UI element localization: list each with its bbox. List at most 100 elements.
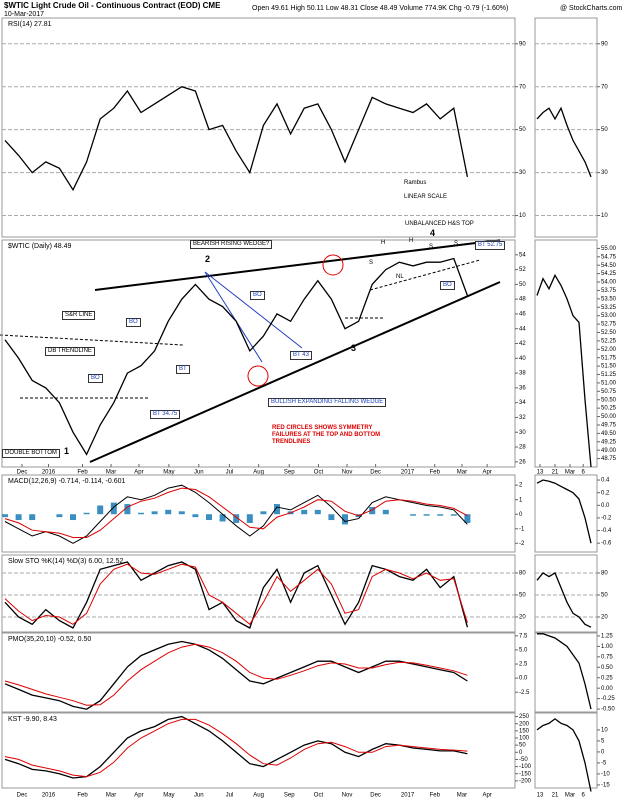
histogram-bar <box>423 514 430 516</box>
histogram-bar <box>56 514 63 518</box>
annotation: RED CIRCLES SHOWS SYMMETRY FAILURES AT T… <box>272 425 381 445</box>
histogram-bar <box>382 509 389 515</box>
x-tick-label: Jul <box>226 470 234 476</box>
y-tick-label: 53.50 <box>601 296 617 302</box>
annotation: BT 43 <box>290 351 312 360</box>
y-tick-label: 0.0 <box>519 676 528 682</box>
y-tick-label: -5 <box>601 761 607 767</box>
y-tick-label: 70 <box>601 84 608 90</box>
histogram-bar <box>138 512 144 515</box>
x-tick-label: Sep <box>284 793 295 799</box>
annotation: UNBALANCED H&S TOP <box>405 221 474 227</box>
annotation: BT 52.75 <box>475 241 506 250</box>
x-tick-label: Oct <box>314 470 324 476</box>
annotation: S&R LINE <box>62 311 96 320</box>
histogram-bar <box>2 514 8 518</box>
x-tick-label: Feb <box>430 470 441 476</box>
y-tick-label: 54.50 <box>601 263 617 269</box>
histogram-bar <box>15 514 22 521</box>
series-line <box>4 487 468 538</box>
panel-title: $WTIC (Daily) 48.49 <box>8 243 72 250</box>
y-tick-label: 2 <box>519 483 523 489</box>
y-tick-label: 80 <box>601 571 608 577</box>
y-tick-label: 51.25 <box>601 372 617 378</box>
y-tick-label: 54 <box>519 252 526 258</box>
y-tick-label: 52 <box>519 267 526 273</box>
y-tick-label: 100 <box>519 736 530 742</box>
series-line <box>4 484 468 544</box>
x-tick-label: Feb <box>430 793 441 799</box>
histogram-bar <box>219 514 226 522</box>
series-line <box>4 563 468 626</box>
annotation: BO <box>250 291 265 300</box>
y-tick-label: 51.50 <box>601 364 617 370</box>
y-tick-label: 0.4 <box>601 478 610 484</box>
y-tick-label: 0.00 <box>601 686 613 692</box>
y-tick-label: 49.25 <box>601 439 617 445</box>
annotation: 1 <box>64 446 70 456</box>
x-tick-label: Mar <box>565 793 575 799</box>
x-tick-label: Apr <box>482 470 491 476</box>
y-tick-label: -0.2 <box>601 515 612 521</box>
y-tick-label: 48.75 <box>601 456 617 462</box>
x-tick-label: Mar <box>106 470 116 476</box>
series-line <box>536 273 592 468</box>
histogram-bar <box>206 514 212 521</box>
histogram-bar <box>83 512 90 515</box>
y-tick-label: 80 <box>519 571 526 577</box>
series-line <box>4 643 468 706</box>
y-tick-label: -2 <box>519 541 525 547</box>
histogram-bar <box>233 514 240 523</box>
y-tick-label: 10 <box>601 728 608 734</box>
y-tick-label: 90 <box>519 41 526 47</box>
annotation: S <box>369 260 374 266</box>
y-tick-label: 0.0 <box>601 503 610 509</box>
y-tick-label: 53.00 <box>601 313 617 319</box>
x-tick-label: Mar <box>106 793 116 799</box>
y-tick-label: 49.50 <box>601 431 617 437</box>
x-tick-label: Feb <box>77 470 88 476</box>
x-tick-label: Dec <box>370 470 381 476</box>
y-tick-label: 30 <box>519 170 526 176</box>
series-line <box>537 633 592 710</box>
series-line <box>4 85 469 192</box>
x-tick-label: Jun <box>194 470 204 476</box>
y-tick-label: 20 <box>601 615 608 621</box>
y-tick-label: 5 <box>601 739 605 745</box>
y-tick-label: 0.50 <box>601 665 613 671</box>
y-tick-label: 50 <box>601 127 608 133</box>
y-tick-label: 55.00 <box>601 246 617 252</box>
y-tick-label: 10 <box>519 213 526 219</box>
y-tick-label: 42 <box>519 341 526 347</box>
y-tick-label: 52.00 <box>601 347 617 353</box>
y-tick-label: 28 <box>519 445 526 451</box>
y-tick-label: 44 <box>519 326 526 332</box>
series-line <box>536 479 592 544</box>
histogram-bar <box>464 514 471 523</box>
x-tick-label: Jul <box>226 793 234 799</box>
x-tick-label: Apr <box>482 793 491 799</box>
annotation: 3 <box>351 343 357 353</box>
histogram-bar <box>29 514 36 521</box>
x-tick-label: Mar <box>457 793 467 799</box>
y-tick-label: 26 <box>519 459 526 465</box>
histogram-bar <box>274 504 280 515</box>
series-line <box>4 561 469 629</box>
x-tick-label: Sep <box>284 470 295 476</box>
annotation: DB TRENDLINE <box>45 347 95 356</box>
y-tick-label: 1 <box>519 497 523 503</box>
y-tick-label: -100 <box>519 764 532 770</box>
panel-frame <box>534 712 598 789</box>
x-tick-label: 21 <box>552 793 559 799</box>
y-tick-label: 1.25 <box>601 634 613 640</box>
histogram-bar <box>246 514 253 523</box>
x-tick-label: 2017 <box>401 470 415 476</box>
panel-title: PMO(35,20,10) -0.52, 0.50 <box>8 636 91 643</box>
y-tick-label: -150 <box>519 771 532 777</box>
x-tick-label: 21 <box>552 470 559 476</box>
y-tick-label: 50 <box>601 593 608 599</box>
y-tick-label: 40 <box>519 356 526 362</box>
y-tick-label: 54.00 <box>601 280 617 286</box>
y-tick-label: 50 <box>519 282 526 288</box>
